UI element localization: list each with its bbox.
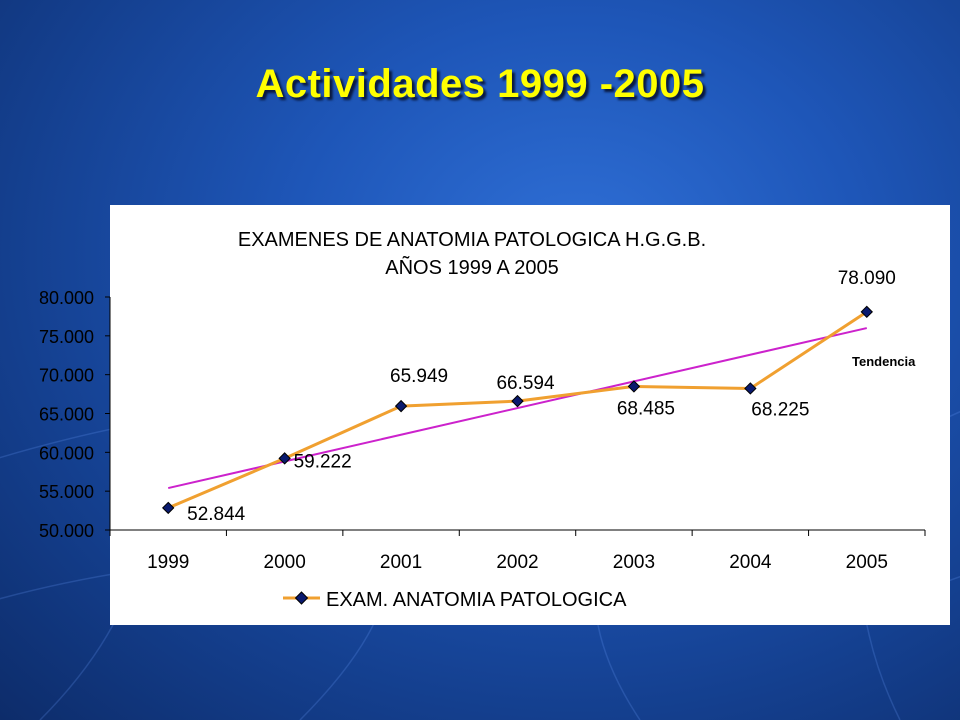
x-axis-ticks: 1999 2000 2001 2002 2003 2004 2005 [109,530,926,573]
data-point-marker [278,452,291,465]
data-labels: 52.844 59.222 65.949 66.594 68.485 68.225 78.0… [187,268,896,525]
legend-series-marker [294,591,309,605]
data-point-marker [627,380,641,393]
data-label: 59.222 [294,451,352,472]
y-tick-label: 65.000 [39,405,94,425]
data-point-marker [860,305,873,319]
data-label: 68.485 [617,398,675,419]
chart-area-background [110,205,950,625]
x-tick-label: 2005 [846,552,888,573]
trend-label: Tendencia [852,354,916,369]
data-label: 65.949 [390,366,448,387]
y-tick-label: 50.000 [39,521,94,541]
y-axis-ticks: 50.000 55.000 60.000 65.000 70.000 75.000 80.0… [39,288,110,541]
series-markers [162,305,873,515]
data-point-marker [394,399,408,413]
chart-title-line-2: AÑOS 1999 A 2005 [385,255,558,279]
y-tick-label: 55.000 [39,482,94,502]
x-tick-label: 2004 [729,552,772,573]
x-tick-label: 2001 [380,552,422,573]
data-label: 68.225 [751,399,809,420]
x-tick-label: 2003 [613,552,655,573]
x-tick-label: 2000 [264,552,306,573]
legend: EXAM. ANATOMIA PATOLOGICA [283,589,627,611]
data-point-marker [162,501,175,515]
data-label: 66.594 [496,373,555,394]
slide-title: Actividades 1999 -2005 [255,62,705,106]
legend-series-label: EXAM. ANATOMIA PATOLOGICA [326,589,627,611]
y-tick-label: 80.000 [39,288,94,308]
data-label: 78.090 [838,268,896,289]
y-tick-label: 70.000 [39,366,94,386]
y-tick-label: 75.000 [39,327,94,347]
x-tick-label: 1999 [147,552,189,573]
data-point-marker [744,382,757,395]
chart-title-line-1: EXAMENES DE ANATOMIA PATOLOGICA H.G.G.B. [238,229,706,251]
data-point-marker [511,394,524,408]
x-tick-label: 2002 [496,552,538,573]
y-tick-label: 60.000 [39,443,94,463]
data-label: 52.844 [187,504,246,525]
